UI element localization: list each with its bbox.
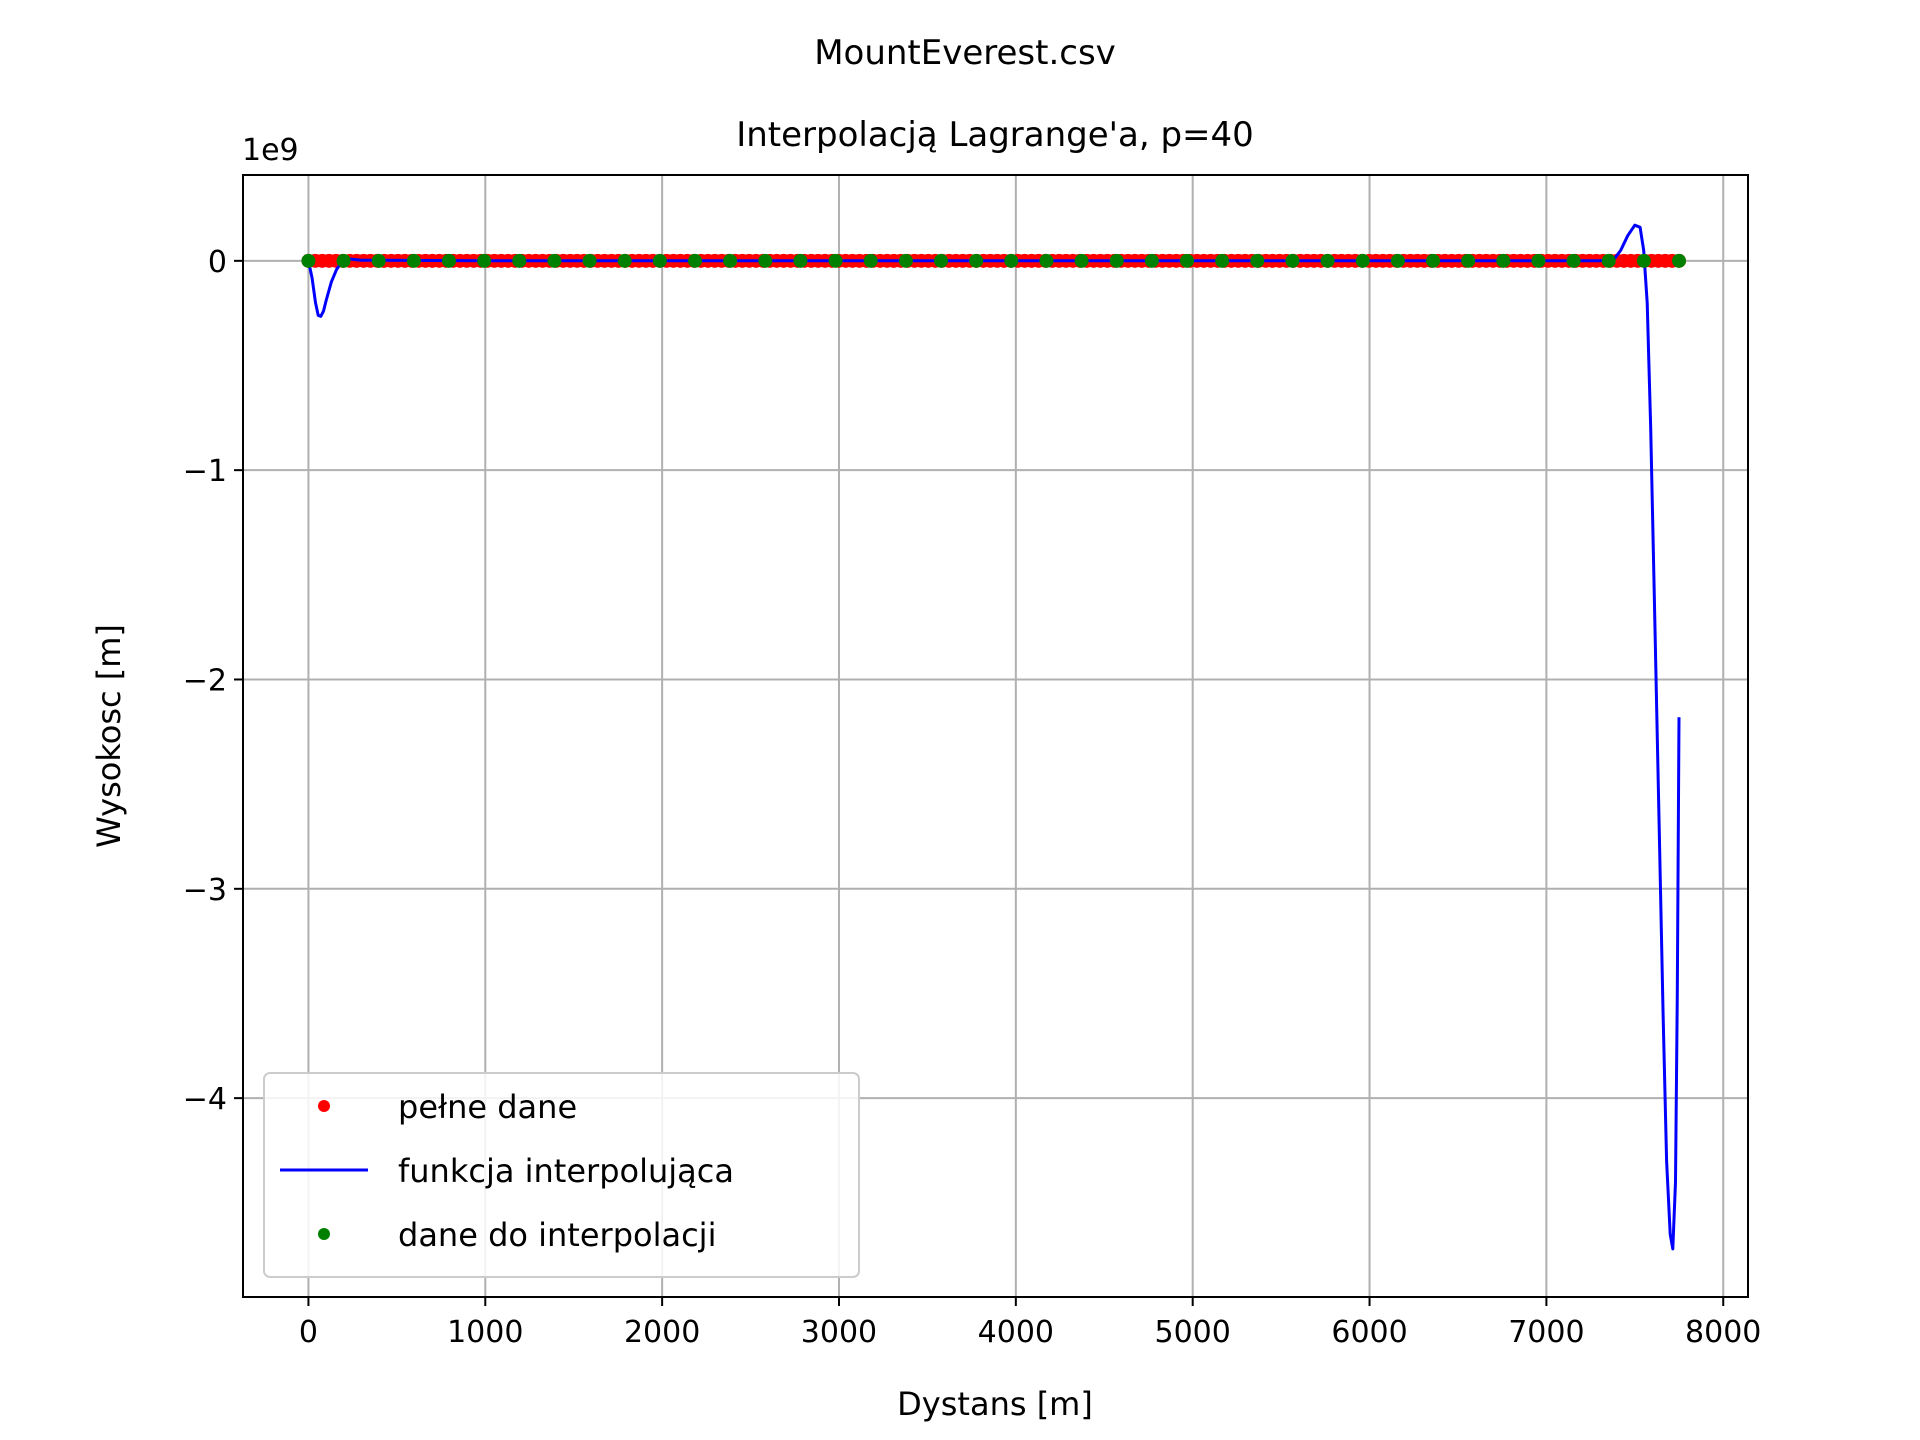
x-tick-label: 4000 <box>978 1315 1054 1350</box>
legend: pełne dane funkcja interpolująca dane do… <box>263 1072 860 1278</box>
interpolation-line <box>306 223 1681 1251</box>
legend-marker-interpolation-data <box>318 1228 330 1240</box>
interpolation-data-point <box>1285 253 1300 268</box>
y-tick-label: −1 <box>183 454 227 489</box>
interpolation-data-point <box>652 253 667 268</box>
interpolation-data-point <box>1109 253 1124 268</box>
x-tick-label: 0 <box>299 1315 318 1350</box>
interpolation-data-point <box>547 253 562 268</box>
interpolation-data-point <box>793 253 808 268</box>
interpolation-data-point <box>1566 253 1581 268</box>
y-axis-label: Wysokosc [m] <box>90 624 128 848</box>
interpolation-data-point <box>442 253 457 268</box>
interpolation-data-point <box>1320 253 1335 268</box>
legend-label-interpolating-function: funkcja interpolująca <box>398 1152 734 1190</box>
interpolation-data-point <box>371 253 386 268</box>
interpolation-data-point <box>406 253 421 268</box>
x-tick-label: 2000 <box>624 1315 700 1350</box>
interpolation-data-point <box>1601 253 1616 268</box>
interpolation-data-point <box>1636 253 1651 268</box>
chart-subtitle: Interpolacją Lagrange'a, p=40 <box>736 115 1254 155</box>
interpolation-data-point <box>688 253 703 268</box>
x-tick-label: 1000 <box>447 1315 523 1350</box>
interpolation-data-point <box>723 253 738 268</box>
interpolation-data-point <box>512 253 527 268</box>
interpolation-data-point <box>828 253 843 268</box>
legend-label-interpolation-data: dane do interpolacji <box>398 1216 716 1254</box>
legend-box <box>263 1072 860 1278</box>
interpolation-data-point <box>898 253 913 268</box>
interpolation-data-point <box>1144 253 1159 268</box>
interpolation-data-point <box>301 253 316 268</box>
y-tick-label: −3 <box>183 873 227 908</box>
interpolation-data-point <box>336 253 351 268</box>
interpolation-data-point <box>1531 253 1546 268</box>
interpolation-data-point <box>1074 253 1089 268</box>
y-tick-label: 0 <box>208 245 227 280</box>
x-axis-label: Dystans [m] <box>897 1385 1093 1423</box>
y-tick-label: −2 <box>183 663 227 698</box>
interpolation-data-point <box>1180 253 1195 268</box>
interpolation-data-point <box>1004 253 1019 268</box>
y-tick-label: −4 <box>183 1082 227 1117</box>
x-tick-label: 6000 <box>1331 1315 1407 1350</box>
interpolation-data-point <box>1461 253 1476 268</box>
legend-marker-full-data <box>318 1100 330 1112</box>
interpolation-data-point <box>1390 253 1405 268</box>
interpolation-data-point <box>1426 253 1441 268</box>
interpolation-data-point <box>617 253 632 268</box>
interpolation-data-point <box>934 253 949 268</box>
interpolation-data-point <box>969 253 984 268</box>
plot-series <box>301 223 1687 1251</box>
legend-label-full-data: pełne dane <box>398 1088 577 1126</box>
x-tick-label: 7000 <box>1508 1315 1584 1350</box>
interpolation-data-point <box>863 253 878 268</box>
interpolation-data-point <box>1355 253 1370 268</box>
interpolation-data-point <box>758 253 773 268</box>
interpolation-data-point <box>1250 253 1265 268</box>
x-tick-label: 8000 <box>1685 1315 1761 1350</box>
chart-title: MountEverest.csv <box>814 33 1116 73</box>
x-tick-label: 5000 <box>1155 1315 1231 1350</box>
interpolation-data-point <box>1039 253 1054 268</box>
plot-frame <box>242 174 1749 1298</box>
interpolation-data-point <box>1496 253 1511 268</box>
y-offset-label: 1e9 <box>242 133 299 168</box>
interpolation-data-point <box>1672 253 1687 268</box>
interpolation-data-point <box>582 253 597 268</box>
interpolation-data-point <box>477 253 492 268</box>
interpolation-data-point <box>1215 253 1230 268</box>
x-tick-label: 3000 <box>801 1315 877 1350</box>
axis-ticks: 0 1000 2000 3000 4000 5000 6000 7000 8000 0 −1 −2 −3… <box>183 245 1762 1350</box>
